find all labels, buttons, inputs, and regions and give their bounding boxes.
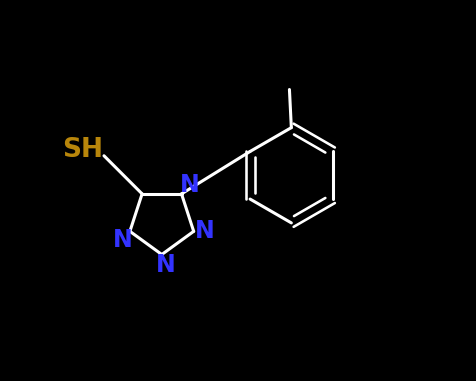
Text: N: N [113, 228, 133, 252]
Text: N: N [180, 173, 200, 197]
Text: N: N [156, 253, 176, 277]
Text: SH: SH [62, 137, 104, 163]
Text: N: N [195, 219, 214, 243]
